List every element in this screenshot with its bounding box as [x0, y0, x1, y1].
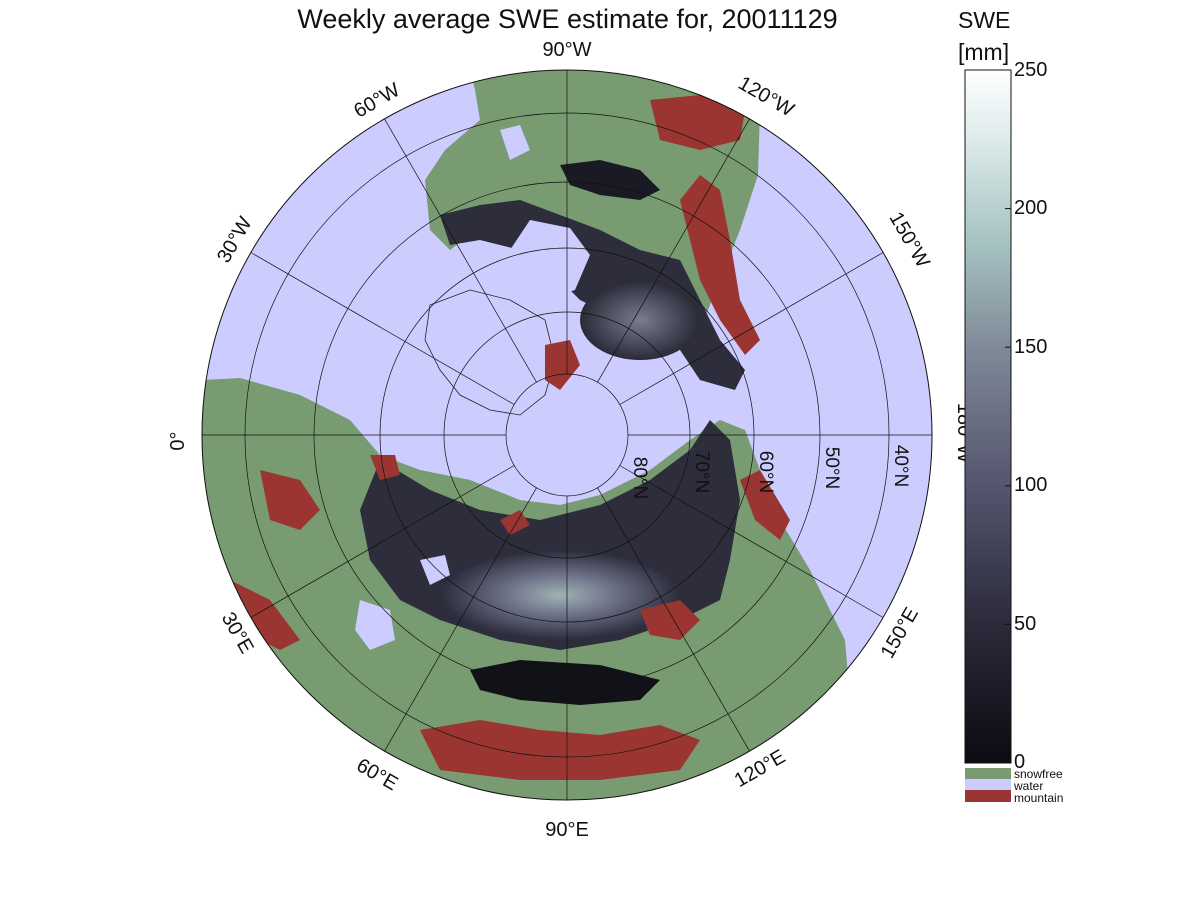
- map-boundary: [201, 69, 933, 801]
- colorbar-title: SWE [mm]: [958, 4, 1010, 68]
- colorbar-tick-100: 100: [1014, 474, 1048, 496]
- label-90w: 90°W: [542, 39, 591, 61]
- colorbar-tick-0: 0: [1014, 751, 1026, 773]
- label-0: 0°: [167, 431, 189, 450]
- legend-swatch-snowfree: [965, 768, 1011, 779]
- parallel-labels: 80°N 70°N 60°N 50°N 40°N: [629, 445, 911, 499]
- snow-patch-central-asia: [470, 660, 660, 705]
- legend-label-mountain: mountain: [1014, 791, 1064, 805]
- legend-label-snowfree: snowfree: [1014, 767, 1063, 781]
- legend-swatch-water: [965, 779, 1011, 790]
- colorbar-tick-50: 50: [1014, 613, 1037, 635]
- label-70n: 70°N: [691, 451, 712, 493]
- label-150w: 150°W: [885, 208, 934, 271]
- land-greenland: [424, 289, 556, 416]
- label-90e: 90°E: [545, 819, 589, 841]
- label-60n: 60°N: [755, 451, 776, 493]
- map-disc: [202, 70, 932, 800]
- label-50n: 50°N: [821, 447, 842, 489]
- colorbar: [964, 69, 1012, 802]
- colorbar-gradient: [964, 69, 1012, 764]
- snow-siberia-core: [440, 550, 680, 640]
- colorbar-tick-150: 150: [1014, 336, 1048, 358]
- legend-label-water: water: [1014, 779, 1044, 793]
- colorbar-tick-250: 250: [1014, 59, 1048, 81]
- snow-patch-na-north: [560, 160, 660, 200]
- map-title: Weekly average SWE estimate for, 2001112…: [297, 4, 838, 34]
- meridian-grid: [202, 70, 932, 800]
- colorbar-tick-200: 200: [1014, 197, 1048, 219]
- label-60e: 60°E: [353, 754, 402, 795]
- mountain-areas: [230, 95, 790, 780]
- inland-water: [355, 125, 590, 650]
- colorbar-title-line2: [mm]: [958, 39, 1010, 65]
- legend-swatch-mountain: [965, 790, 1011, 802]
- label-40n: 40°N: [890, 445, 911, 487]
- snow-canada-core: [580, 280, 700, 360]
- label-120w: 120°W: [734, 72, 797, 121]
- colorbar-title-line1: SWE: [958, 7, 1011, 33]
- label-80n: 80°N: [629, 457, 650, 499]
